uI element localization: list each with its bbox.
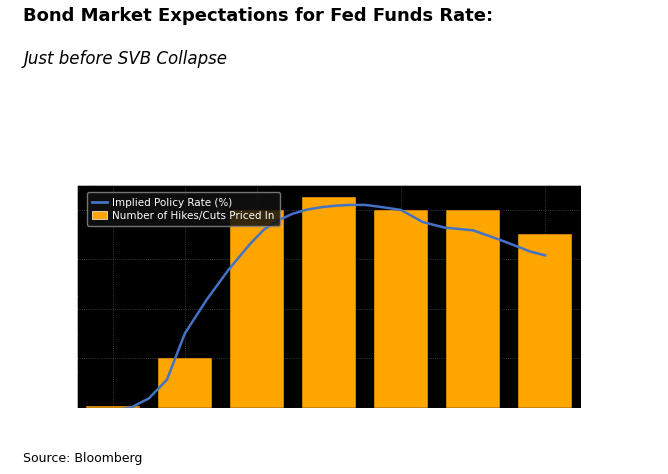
Bar (518, 234, 572, 408)
Bar (158, 358, 212, 408)
Bar (230, 210, 284, 408)
Text: Just before SVB Collapse: Just before SVB Collapse (23, 50, 227, 68)
Text: Source: Bloomberg: Source: Bloomberg (23, 453, 143, 465)
Bar (86, 406, 140, 408)
Text: Bond Market Expectations for Fed Funds Rate:: Bond Market Expectations for Fed Funds R… (23, 7, 494, 25)
Bar (302, 197, 356, 408)
Legend: Implied Policy Rate (%), Number of Hikes/Cuts Priced In: Implied Policy Rate (%), Number of Hikes… (87, 192, 280, 226)
Bar (446, 210, 500, 408)
Bar (374, 210, 428, 408)
Y-axis label: Implied Policy Rate (%): Implied Policy Rate (%) (34, 236, 44, 356)
Text: Implied Overnight Rate & Number of Hikes/Cuts: Implied Overnight Rate & Number of Hikes… (84, 167, 366, 181)
Y-axis label: Number of Hikes/Cuts Priced In: Number of Hikes/Cuts Priced In (591, 215, 601, 377)
